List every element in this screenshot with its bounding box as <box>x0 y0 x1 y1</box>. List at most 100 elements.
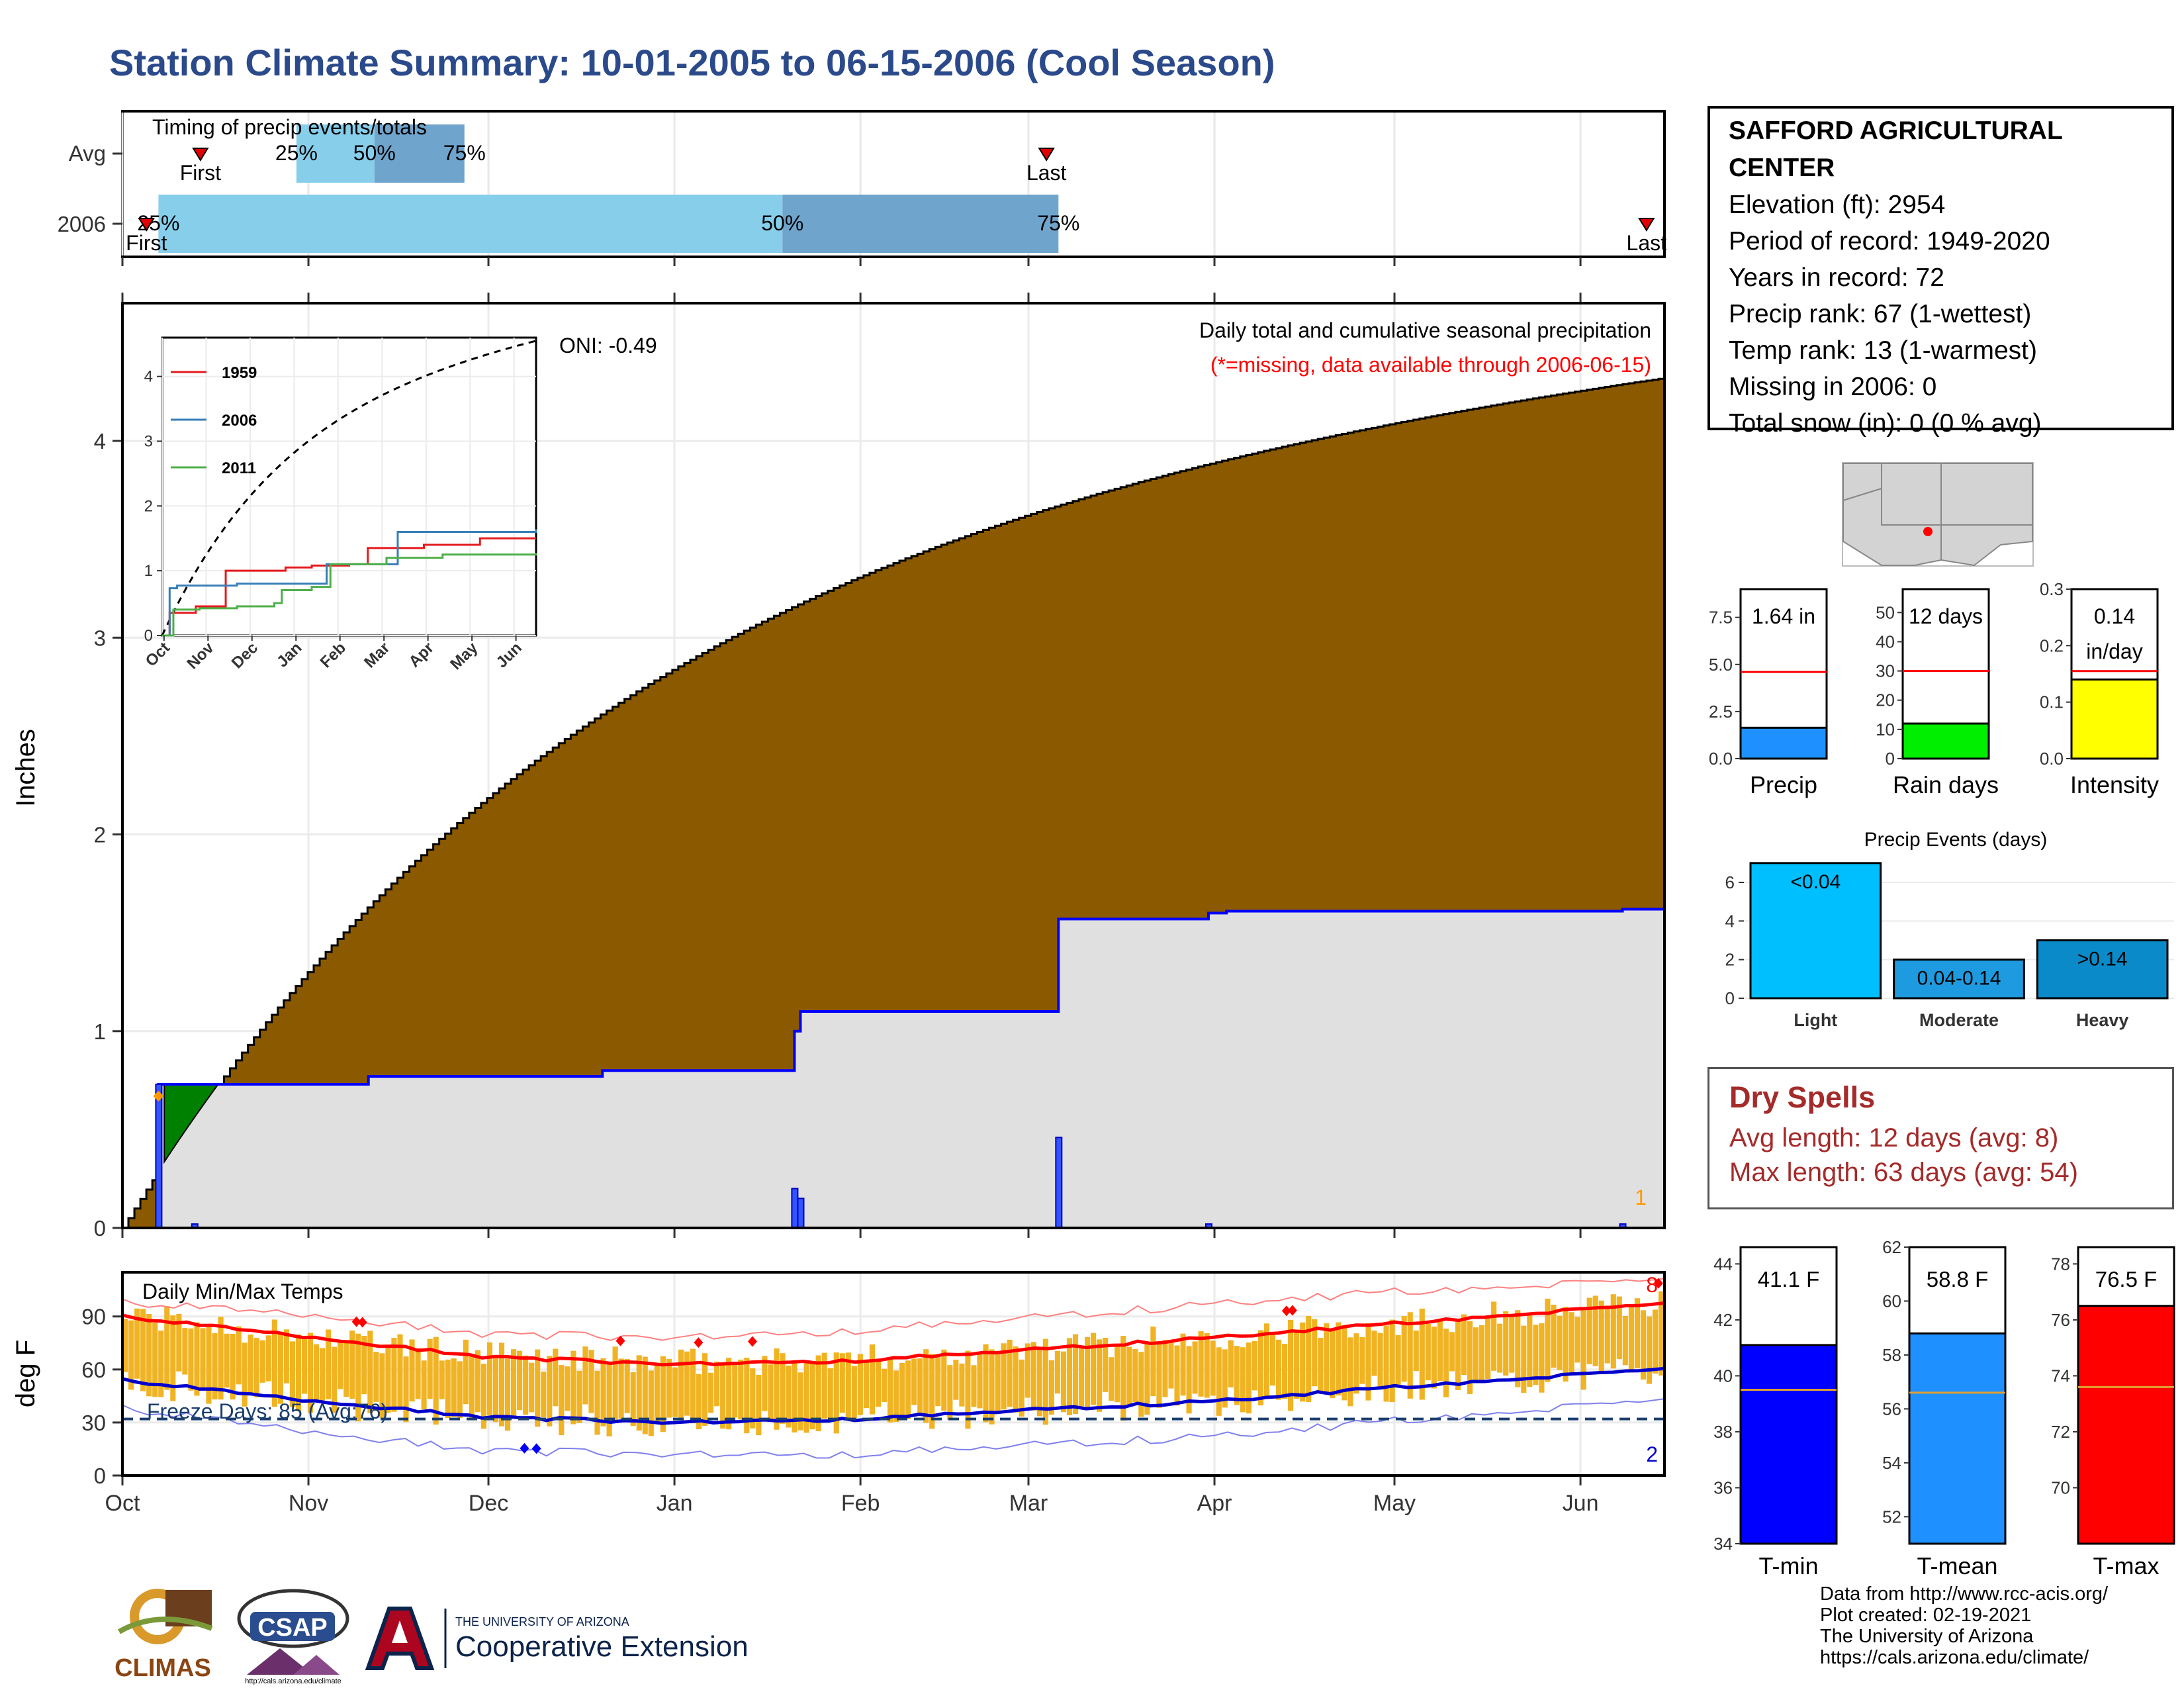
temp-day-bar <box>965 1350 971 1429</box>
gauge-tick-label: 30 <box>1876 661 1895 681</box>
inset-series-1959 <box>162 537 536 637</box>
station-elevation: Elevation (ft): 2954 <box>1729 191 1946 219</box>
timing-label-25: 25% <box>275 141 318 165</box>
temp-day-bar <box>1030 1342 1036 1411</box>
main-missing-note: (*=missing, data available through 2006-… <box>1210 353 1651 377</box>
events-bar-heavy <box>2036 939 2169 1000</box>
temp-day-bar <box>678 1349 684 1420</box>
inset-legend-label: 2006 <box>222 412 257 430</box>
temp-day-bar <box>170 1315 176 1401</box>
temp-xtick-label: Jan <box>657 1491 693 1516</box>
temp-day-bar <box>1300 1322 1306 1402</box>
temp-day-bar <box>959 1363 965 1407</box>
temp-day-bar <box>218 1317 224 1400</box>
gauge-rain-days: 0 10 20 30 40 50 12 days Rain days <box>1876 588 1999 798</box>
temp-day-bar <box>511 1349 517 1419</box>
temp-day-bar <box>236 1326 242 1385</box>
temp-day-bar <box>242 1342 248 1407</box>
gauge-precip: 0.0 2.5 5.0 7.5 1.64 in Precip <box>1709 588 1828 798</box>
temp-day-bar <box>768 1364 774 1421</box>
temp-day-bar <box>1269 1334 1276 1386</box>
temp-gauge-value-bar <box>1739 1344 1838 1545</box>
temp-day-bar <box>152 1323 158 1397</box>
temp-xtick-label: Mar <box>1009 1491 1048 1516</box>
temp-day-bar <box>857 1354 863 1415</box>
temp-day-bar <box>1084 1336 1091 1411</box>
temp-day-bar <box>1533 1325 1539 1385</box>
timing-last-marker <box>1038 148 1055 162</box>
page-title: Station Climate Summary: 10-01-2005 to 0… <box>109 42 1275 83</box>
temp-day-bar <box>845 1352 851 1421</box>
temp-day-bar <box>684 1351 690 1416</box>
record-high-marker <box>615 1335 625 1346</box>
temp-day-bar <box>1222 1349 1228 1408</box>
temp-ytick-label: 30 <box>81 1411 106 1435</box>
temp-day-bar <box>355 1333 361 1422</box>
timing-bar-q25-q50 <box>296 124 375 183</box>
temp-day-bar <box>1001 1343 1007 1410</box>
gauge-tick-label: 0 <box>1886 749 1895 769</box>
temp-day-bar <box>1592 1295 1598 1366</box>
temp-day-bar <box>1204 1333 1210 1398</box>
temp-day-bar <box>648 1370 654 1436</box>
timing-title: Timing of precip events/totals <box>152 115 427 139</box>
temp-day-bar <box>176 1313 182 1372</box>
credits: Data from http://www.rcc-acis.org/ Plot … <box>1820 1583 2108 1668</box>
gauge-value-label: 12 days <box>1909 604 1983 628</box>
temp-gauge-value-bar <box>1908 1332 2007 1545</box>
temp-day-bar <box>1604 1305 1610 1364</box>
temp-day-bar <box>1580 1309 1586 1390</box>
temp-day-bar <box>738 1359 744 1420</box>
temp-day-bar <box>612 1346 618 1421</box>
gauge-tick-label: 50 <box>1876 602 1895 622</box>
temp-day-bar <box>1042 1338 1048 1425</box>
temp-day-bar <box>498 1342 505 1427</box>
daily-precip-bar <box>155 1084 163 1229</box>
temp-day-bar <box>1097 1339 1103 1412</box>
temp-gauge-tick-label: 70 <box>2051 1477 2070 1497</box>
temp-day-bar <box>708 1372 714 1413</box>
timing-row-label-avg: Avg <box>69 141 106 165</box>
temp-day-bar <box>756 1374 762 1436</box>
gauge-value-label: 1.64 in <box>1752 604 1815 628</box>
gauge-tick-label: 10 <box>1876 720 1895 739</box>
temp-day-bar <box>349 1331 355 1399</box>
temp-gauge-name: T-mean <box>1917 1552 1997 1577</box>
timing-bar-q50-q75 <box>374 124 465 183</box>
timing-label-75: 75% <box>1037 211 1079 235</box>
events-ytick-label: 2 <box>1725 950 1735 970</box>
temp-day-bar <box>1634 1298 1640 1369</box>
temp-gauge-value-bar <box>2077 1305 2175 1545</box>
temp-day-bar <box>1275 1339 1282 1400</box>
temp-day-bar <box>1551 1304 1557 1368</box>
station-missing: Missing in 2006: 0 <box>1729 373 1937 401</box>
events-bar-label: 0.04-0.14 <box>1917 968 2001 990</box>
timing-last-label: Last <box>1026 161 1067 185</box>
temp-day-bar <box>1539 1323 1545 1393</box>
temp-day-bar <box>140 1309 146 1391</box>
temp-day-bar <box>1019 1359 1024 1417</box>
temp-day-bar <box>1186 1346 1192 1414</box>
station-snow: Total snow (in): 0 (0 % avg) <box>1729 409 2042 438</box>
gauge-tick-label: 5.0 <box>1709 655 1733 675</box>
temp-day-bar <box>1312 1319 1318 1387</box>
temp-title: Daily Min/Max Temps <box>142 1280 343 1303</box>
temp-day-bar <box>863 1362 869 1409</box>
gauge-name: Precip <box>1750 771 1817 798</box>
temp-day-bar <box>1515 1310 1521 1387</box>
temp-day-bar <box>122 1319 128 1372</box>
events-ytick-label: 6 <box>1725 872 1735 892</box>
temp-day-bar <box>367 1331 373 1413</box>
timing-bar-q25-q50 <box>158 195 783 253</box>
temp-day-bar <box>1431 1327 1437 1389</box>
csap-logo: CSAP http://cals.arizona.edu/climate <box>237 1589 349 1685</box>
temp-day-bar <box>887 1357 893 1423</box>
temp-gauge-tick-label: 54 <box>1882 1453 1901 1473</box>
precip-events-chart: Precip Events (days) <0.04 Light 0.04-0.14… <box>1725 829 2174 1030</box>
temp-day-bar <box>1383 1325 1389 1402</box>
events-category-label: Light <box>1794 1010 1837 1030</box>
temp-day-bar <box>1234 1346 1240 1405</box>
temp-day-bar <box>1347 1337 1353 1407</box>
events-ytick-label: 4 <box>1725 911 1735 931</box>
temp-day-bar <box>1007 1339 1013 1407</box>
